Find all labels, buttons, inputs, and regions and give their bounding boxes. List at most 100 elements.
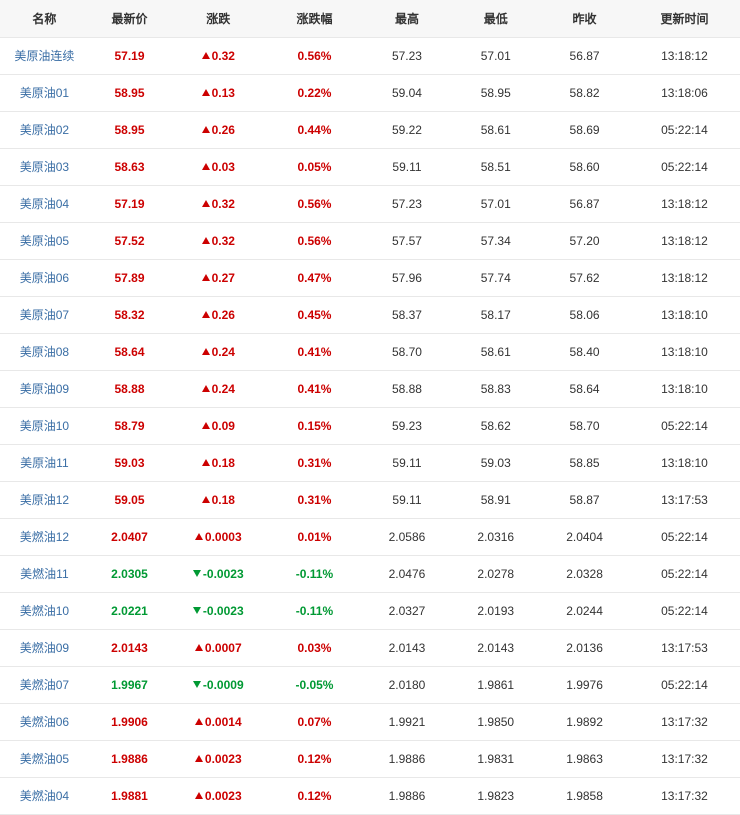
cell-time: 05:22:14 — [629, 592, 740, 629]
cell-name[interactable]: 美燃油04 — [0, 777, 89, 814]
cell-pct: -0.11% — [266, 555, 362, 592]
col-high[interactable]: 最高 — [363, 0, 452, 37]
cell-name[interactable]: 美燃油07 — [0, 666, 89, 703]
cell-time: 13:17:53 — [629, 481, 740, 518]
table-row[interactable]: 美原油1259.050.180.31%59.1158.9158.8713:17:… — [0, 481, 740, 518]
arrow-up-icon — [195, 755, 203, 762]
table-row[interactable]: 美原油0657.890.270.47%57.9657.7457.6213:18:… — [0, 259, 740, 296]
table-row[interactable]: 美燃油051.98860.00230.12%1.98861.98311.9863… — [0, 740, 740, 777]
cell-name[interactable]: 美原油10 — [0, 407, 89, 444]
table-row[interactable]: 美原油0358.630.030.05%59.1158.5158.6005:22:… — [0, 148, 740, 185]
table-row[interactable]: 美原油0557.520.320.56%57.5757.3457.2013:18:… — [0, 222, 740, 259]
cell-time: 13:18:12 — [629, 259, 740, 296]
cell-name[interactable]: 美原油06 — [0, 259, 89, 296]
cell-high: 59.22 — [363, 111, 452, 148]
cell-time: 13:18:06 — [629, 74, 740, 111]
cell-high: 2.0327 — [363, 592, 452, 629]
table-row[interactable]: 美原油0457.190.320.56%57.2357.0156.8713:18:… — [0, 185, 740, 222]
table-row[interactable]: 美燃油092.01430.00070.03%2.01432.01432.0136… — [0, 629, 740, 666]
arrow-up-icon — [195, 718, 203, 725]
cell-close: 58.70 — [540, 407, 629, 444]
table-row[interactable]: 美燃油061.99060.00140.07%1.99211.98501.9892… — [0, 703, 740, 740]
cell-high: 57.57 — [363, 222, 452, 259]
col-pct[interactable]: 涨跌幅 — [266, 0, 362, 37]
arrow-up-icon — [195, 792, 203, 799]
cell-name[interactable]: 美原油09 — [0, 370, 89, 407]
cell-change: 0.09 — [170, 407, 266, 444]
table-row[interactable]: 美原油1159.030.180.31%59.1159.0358.8513:18:… — [0, 444, 740, 481]
cell-time: 13:18:10 — [629, 444, 740, 481]
cell-close: 56.87 — [540, 185, 629, 222]
col-change[interactable]: 涨跌 — [170, 0, 266, 37]
cell-name[interactable]: 美原油03 — [0, 148, 89, 185]
cell-time: 13:17:53 — [629, 629, 740, 666]
cell-name[interactable]: 美原油05 — [0, 222, 89, 259]
cell-name[interactable]: 美原油02 — [0, 111, 89, 148]
cell-change: 0.26 — [170, 296, 266, 333]
cell-time: 13:18:12 — [629, 37, 740, 74]
cell-high: 58.70 — [363, 333, 452, 370]
cell-name[interactable]: 美燃油11 — [0, 555, 89, 592]
col-time[interactable]: 更新时间 — [629, 0, 740, 37]
arrow-up-icon — [195, 644, 203, 651]
cell-close: 56.87 — [540, 37, 629, 74]
cell-low: 2.0316 — [451, 518, 540, 555]
table-row[interactable]: 美原油连续57.190.320.56%57.2357.0156.8713:18:… — [0, 37, 740, 74]
cell-change: 0.0023 — [170, 740, 266, 777]
cell-change: 0.18 — [170, 444, 266, 481]
table-row[interactable]: 美原油0258.950.260.44%59.2258.6158.6905:22:… — [0, 111, 740, 148]
table-row[interactable]: 美原油0958.880.240.41%58.8858.8358.6413:18:… — [0, 370, 740, 407]
table-row[interactable]: 美燃油112.0305-0.0023-0.11%2.04762.02782.03… — [0, 555, 740, 592]
cell-change: 0.0003 — [170, 518, 266, 555]
col-price[interactable]: 最新价 — [89, 0, 170, 37]
cell-low: 58.91 — [451, 481, 540, 518]
col-name[interactable]: 名称 — [0, 0, 89, 37]
cell-name[interactable]: 美原油04 — [0, 185, 89, 222]
cell-low: 57.74 — [451, 259, 540, 296]
cell-price: 57.89 — [89, 259, 170, 296]
cell-name[interactable]: 美燃油05 — [0, 740, 89, 777]
table-row[interactable]: 美原油0758.320.260.45%58.3758.1758.0613:18:… — [0, 296, 740, 333]
cell-high: 57.96 — [363, 259, 452, 296]
cell-change: 0.32 — [170, 222, 266, 259]
cell-pct: 0.12% — [266, 777, 362, 814]
cell-change: 0.24 — [170, 370, 266, 407]
cell-high: 2.0476 — [363, 555, 452, 592]
cell-close: 2.0136 — [540, 629, 629, 666]
table-row[interactable]: 美原油1058.790.090.15%59.2358.6258.7005:22:… — [0, 407, 740, 444]
arrow-up-icon — [202, 459, 210, 466]
cell-time: 05:22:14 — [629, 111, 740, 148]
cell-name[interactable]: 美原油连续 — [0, 37, 89, 74]
cell-name[interactable]: 美燃油06 — [0, 703, 89, 740]
cell-low: 58.61 — [451, 111, 540, 148]
cell-high: 59.11 — [363, 481, 452, 518]
cell-change: -0.0009 — [170, 666, 266, 703]
col-low[interactable]: 最低 — [451, 0, 540, 37]
cell-name[interactable]: 美燃油09 — [0, 629, 89, 666]
cell-name[interactable]: 美燃油10 — [0, 592, 89, 629]
cell-close: 1.9863 — [540, 740, 629, 777]
cell-high: 2.0180 — [363, 666, 452, 703]
table-row[interactable]: 美燃油071.9967-0.0009-0.05%2.01801.98611.99… — [0, 666, 740, 703]
cell-change: 0.18 — [170, 481, 266, 518]
table-row[interactable]: 美原油0158.950.130.22%59.0458.9558.8213:18:… — [0, 74, 740, 111]
cell-price: 58.95 — [89, 74, 170, 111]
table-row[interactable]: 美燃油122.04070.00030.01%2.05862.03162.0404… — [0, 518, 740, 555]
cell-time: 13:18:12 — [629, 185, 740, 222]
cell-name[interactable]: 美原油07 — [0, 296, 89, 333]
cell-name[interactable]: 美燃油12 — [0, 518, 89, 555]
table-row[interactable]: 美燃油102.0221-0.0023-0.11%2.03272.01932.02… — [0, 592, 740, 629]
cell-name[interactable]: 美原油12 — [0, 481, 89, 518]
cell-change: 0.03 — [170, 148, 266, 185]
cell-high: 2.0143 — [363, 629, 452, 666]
cell-name[interactable]: 美原油11 — [0, 444, 89, 481]
cell-name[interactable]: 美原油08 — [0, 333, 89, 370]
cell-low: 58.17 — [451, 296, 540, 333]
arrow-up-icon — [202, 348, 210, 355]
table-row[interactable]: 美燃油041.98810.00230.12%1.98861.98231.9858… — [0, 777, 740, 814]
cell-low: 57.01 — [451, 185, 540, 222]
col-close[interactable]: 昨收 — [540, 0, 629, 37]
cell-name[interactable]: 美原油01 — [0, 74, 89, 111]
arrow-up-icon — [202, 422, 210, 429]
table-row[interactable]: 美原油0858.640.240.41%58.7058.6158.4013:18:… — [0, 333, 740, 370]
